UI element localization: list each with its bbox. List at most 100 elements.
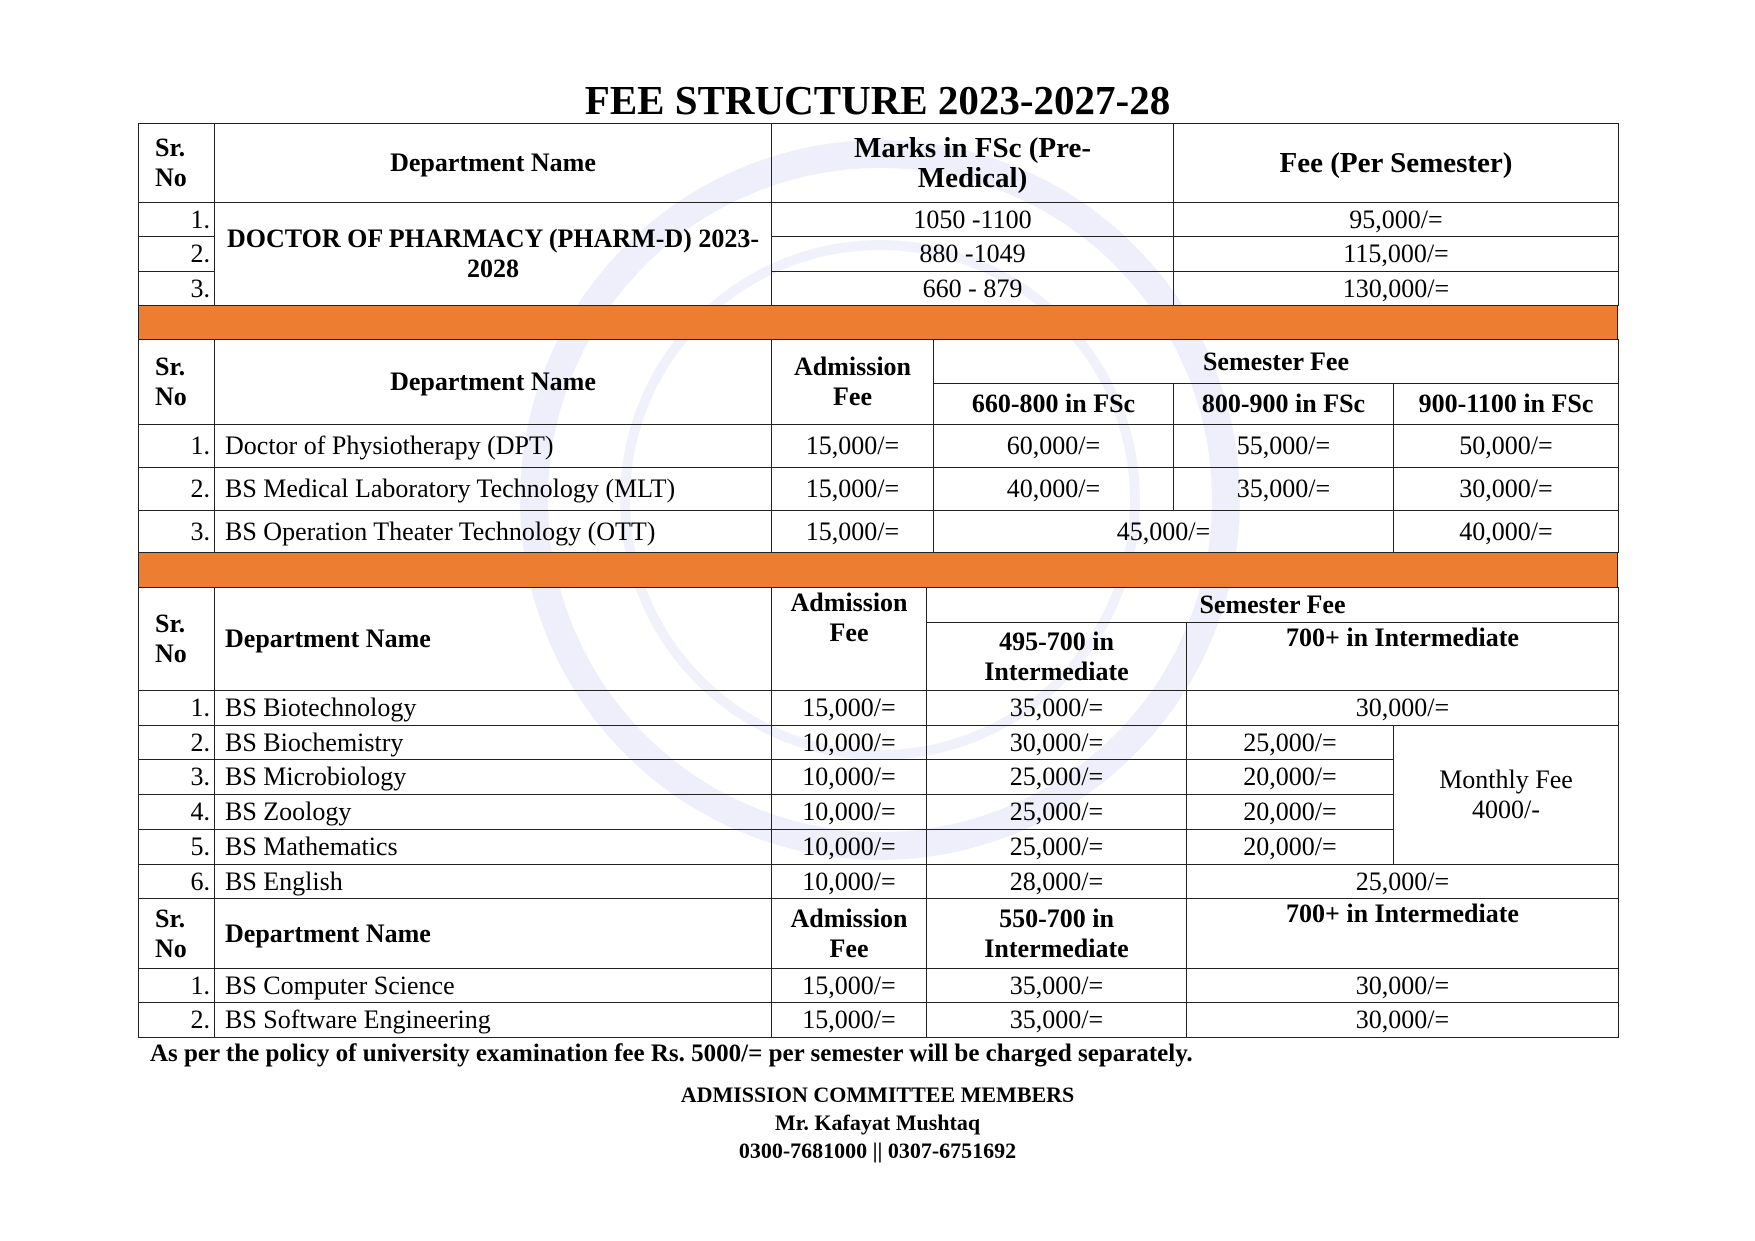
marks-cell: 660 - 879 [771,271,1174,306]
admission-cell: 10,000/= [771,725,927,760]
table-row: 2. BS Biochemistry 10,000/= 30,000/= 25,… [138,725,1619,865]
sr-cell: 1. [138,968,215,1003]
department-cell: BS Software Engineering [214,1002,772,1038]
table-subheader-row: 495-700 in Intermediate 700+ in Intermed… [139,622,1619,691]
band-2-cell: 30,000/= [1186,968,1619,1003]
header-band-2: 800-900 in FSc [1173,383,1394,425]
sr-cell: 6. [138,864,215,899]
header-band-3: 900-1100 in FSc [1393,383,1619,425]
orange-divider [138,552,1618,588]
sr-cell: 1. [138,424,215,468]
marks-cell: 1050 -1100 [771,202,1174,237]
band-2-cell: 30,000/= [1186,690,1619,726]
table-row: 6. BS English 10,000/= 28,000/= 25,000/= [138,864,1619,899]
admission-cell: 15,000/= [771,1002,927,1038]
marks-cell: 880 -1049 [771,236,1174,272]
header-sr-no: Sr. No [138,898,215,969]
page-title: FEE STRUCTURE 2023-2027-28 [584,77,1171,123]
sr-cell: 5. [138,829,215,865]
department-cell: BS Medical Laboratory Technology (MLT) [214,467,772,511]
orange-divider [138,305,1618,340]
band-2-cell: 25,000/= [1186,725,1394,760]
header-department: Department Name [214,587,772,691]
department-cell: DOCTOR OF PHARMACY (PHARM-D) 2023-2028 [214,202,772,306]
band-1-cell: 25,000/= [926,794,1187,830]
header-department: Department Name [214,898,772,969]
pharmd-fee-table: Sr. No Department Name Marks in FSc (Pre… [138,123,1619,306]
department-cell: BS English [214,864,772,899]
table-header-row: Sr. No Department Name Marks in FSc (Pre… [138,123,1619,203]
header-band-2: 700+ in Intermediate [1186,622,1619,691]
admission-cell: 15,000/= [771,510,934,553]
header-fee: Fee (Per Semester) [1173,123,1619,203]
admission-cell: 10,000/= [771,794,927,830]
admission-cell: 15,000/= [771,968,927,1003]
header-admission-fee: Admission Fee [771,587,927,691]
band-1-cell: 35,000/= [926,1002,1187,1038]
monthly-fee-cell: Monthly Fee 4000/- [1393,725,1619,865]
band-3-cell: 50,000/= [1393,424,1619,468]
band-2-cell: 30,000/= [1186,1002,1619,1038]
department-cell: BS Biochemistry [214,725,772,760]
department-cell: Doctor of Physiotherapy (DPT) [214,424,772,468]
header-sr-no: Sr. No [138,339,215,425]
table-row: 2. 880 -1049 115,000/= [138,236,1619,272]
department-cell: BS Microbiology [214,759,772,795]
band-3-cell: 30,000/= [1393,467,1619,511]
admission-cell: 10,000/= [771,829,927,865]
band-1-cell: 25,000/= [926,829,1187,865]
header-sr-no: Sr. No [138,587,215,691]
band-2-cell: 55,000/= [1173,424,1394,468]
department-cell: BS Computer Science [214,968,772,1003]
band-2-cell: 35,000/= [1173,467,1394,511]
table-row: 5. BS Mathematics 10,000/= 25,000/= 20,0… [138,829,1619,865]
department-cell: BS Mathematics [214,829,772,865]
table-row: 3. BS Operation Theater Technology (OTT)… [138,510,1619,553]
band-1-cell: 35,000/= [926,968,1187,1003]
band-2-cell: 20,000/= [1186,829,1394,865]
sr-cell: 2. [138,236,215,272]
exam-fee-note: As per the policy of university examinat… [150,1040,1193,1067]
committee-heading: ADMISSION COMMITTEE MEMBERS [680,1082,1075,1107]
table-row: 1. DOCTOR OF PHARMACY (PHARM-D) 2023-202… [138,202,1619,306]
band-1-cell: 60,000/= [933,424,1174,468]
table-row: 1. Doctor of Physiotherapy (DPT) 15,000/… [138,424,1619,468]
admission-cell: 15,000/= [771,424,934,468]
sr-cell: 3. [138,271,215,306]
band-2-cell: 25,000/= [1186,864,1619,899]
admission-cell: 15,000/= [771,467,934,511]
sr-cell: 4. [138,794,215,830]
department-cell: BS Operation Theater Technology (OTT) [214,510,772,553]
committee-phones: 0300-7681000 || 0307-6751692 [738,1138,1017,1163]
header-marks: Marks in FSc (Pre-Medical) [771,123,1174,203]
sr-cell: 1. [138,690,215,726]
committee-member-name: Mr. Kafayat Mushtaq [774,1110,981,1135]
table-row: 2. BS Medical Laboratory Technology (MLT… [138,467,1619,511]
band-1-cell: 35,000/= [926,690,1187,726]
department-cell: BS Biotechnology [214,690,772,726]
header-semester-fee: Semester Fee [926,587,1619,623]
table-header-row: Sr. No Department Name Admission Fee 550… [138,898,1619,969]
table-header-row: Sr. No Department Name Admission Fee Sem… [138,587,1619,691]
band-1-cell: 40,000/= [933,467,1174,511]
table-row: 4. BS Zoology 10,000/= 25,000/= 20,000/= [138,794,1619,830]
header-sr-no: Sr. No [138,123,215,203]
bs-programs-fee-table: Sr. No Department Name Admission Fee Sem… [138,587,1619,1038]
allied-health-fee-table: Sr. No Department Name Admission Fee Sem… [138,339,1619,553]
admission-cell: 10,000/= [771,864,927,899]
admission-cell: 10,000/= [771,759,927,795]
fee-cell: 115,000/= [1173,236,1619,272]
sr-cell: 3. [138,759,215,795]
sr-cell: 2. [138,467,215,511]
band-2-cell: 20,000/= [1186,794,1394,830]
sr-cell: 2. [138,1002,215,1038]
sr-cell: 1. [138,202,215,237]
header-band-1: 660-800 in FSc [933,383,1174,425]
department-cell: BS Zoology [214,794,772,830]
header-admission-fee: Admission Fee [771,339,934,425]
table-row: 1. BS Computer Science 15,000/= 35,000/=… [138,968,1619,1003]
header-department: Department Name [214,123,772,203]
band-3-cell: 40,000/= [1393,510,1619,553]
band-1-cell: 25,000/= [926,759,1187,795]
header-department: Department Name [214,339,772,425]
